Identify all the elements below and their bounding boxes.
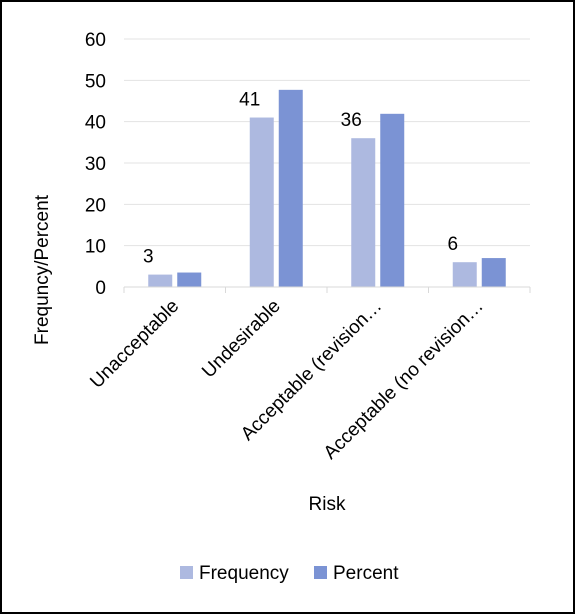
y-tick-label: 30 — [85, 154, 106, 175]
bar-frequency-2 — [351, 138, 376, 287]
legend-swatch — [314, 566, 327, 579]
bar-percent-3 — [481, 258, 506, 287]
legend: Frequency Percent — [180, 563, 399, 584]
data-labels: 3 41 36 6 — [143, 90, 458, 268]
y-tick-label: 40 — [85, 113, 106, 134]
y-axis-ticks: 0 10 20 30 40 50 60 — [85, 30, 106, 299]
bar-percent-1 — [278, 89, 303, 287]
data-label: 41 — [239, 90, 260, 111]
y-tick-label: 60 — [85, 30, 106, 51]
data-label: 3 — [143, 247, 154, 268]
legend-swatch — [180, 566, 193, 579]
bar-percent-0 — [177, 272, 202, 287]
bar-frequency-1 — [249, 117, 274, 288]
y-tick-label: 50 — [85, 71, 106, 92]
bars — [148, 89, 506, 288]
y-tick-label: 20 — [85, 195, 106, 216]
bar-frequency-3 — [452, 262, 477, 287]
bar-percent-2 — [380, 113, 405, 288]
y-tick-label: 10 — [85, 237, 106, 258]
data-label: 36 — [341, 110, 362, 131]
gridlines — [124, 38, 530, 247]
y-axis-title: Frequncy/Percent — [32, 194, 53, 345]
x-axis-title: Risk — [309, 494, 346, 515]
x-axis-ticks — [123, 287, 531, 293]
bar-frequency-0 — [148, 274, 173, 287]
data-label: 6 — [447, 234, 458, 255]
legend-label: Percent — [333, 563, 399, 584]
legend-label: Frequency — [199, 563, 289, 584]
y-tick-label: 0 — [95, 278, 106, 299]
